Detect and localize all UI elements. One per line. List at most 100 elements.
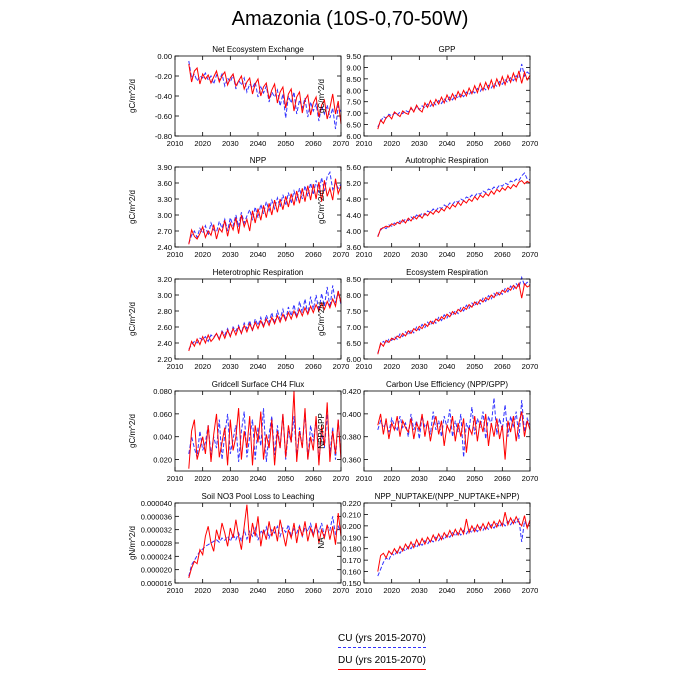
legend-label-cu: CU (yrs 2015-2070) <box>338 633 426 644</box>
y-tick-label: 0.00 <box>157 52 172 61</box>
x-tick-label: 2070 <box>522 362 539 371</box>
chart-panel-8: Carbon Use Efficiency (NPP/GPP) NPP/GPP 0.… <box>317 380 538 483</box>
series-line-cu <box>188 516 342 577</box>
y-axis-label: gC/m^2/d <box>317 79 326 113</box>
chart-title: Soil NO3 Pool Loss to Leaching <box>202 492 315 501</box>
y-tick-label: 2.40 <box>157 339 172 348</box>
x-tick-label: 2050 <box>466 362 483 371</box>
y-axis-label: gN/m^2/d <box>128 526 137 560</box>
y-tick-label: 2.70 <box>157 227 172 236</box>
y-tick-label: 0.020 <box>153 456 172 465</box>
y-axis-label: NA <box>317 537 326 549</box>
chart-panel-6: Ecosystem Respiration gC/m^2/d 8.50 8.00 7.5… <box>317 268 538 371</box>
x-tick-label: 2050 <box>466 139 483 148</box>
y-axis-label: gC/m^2/d <box>128 302 137 336</box>
x-tick-label: 2040 <box>250 250 267 259</box>
x-tick-label: 2050 <box>277 474 294 483</box>
x-tick-label: 2020 <box>194 362 211 371</box>
x-tick-label: 2050 <box>277 362 294 371</box>
x-tick-label: 2010 <box>356 362 373 371</box>
legend-item-du: DU (yrs 2015-2070) <box>338 655 448 677</box>
chart-title: GPP <box>439 45 456 54</box>
y-tick-label: 8.50 <box>346 275 361 284</box>
y-tick-label: 5.60 <box>346 163 361 172</box>
y-tick-label: -0.60 <box>155 112 172 121</box>
x-tick-label: 2010 <box>356 586 373 595</box>
y-tick-label: 0.180 <box>342 545 361 554</box>
x-tick-label: 2020 <box>194 250 211 259</box>
x-tick-label: 2020 <box>383 474 400 483</box>
y-tick-label: -0.40 <box>155 92 172 101</box>
y-tick-label: 0.000016 <box>141 579 172 588</box>
chart-panel-9: Soil NO3 Pool Loss to Leaching gN/m^2/d 0.… <box>128 492 349 595</box>
y-tick-label: 6.00 <box>346 355 361 364</box>
x-tick-label: 2020 <box>383 139 400 148</box>
plot-frame <box>174 55 342 137</box>
x-tick-label: 2060 <box>305 362 322 371</box>
y-tick-label: 8.00 <box>346 291 361 300</box>
chart-title: NPP_NUPTAKE/(NPP_NUPTAKE+NPP) <box>375 492 520 501</box>
y-tick-label: 0.040 <box>153 433 172 442</box>
y-tick-label: 0.000040 <box>141 499 172 508</box>
y-tick-label: 7.00 <box>346 109 361 118</box>
y-tick-label: 0.380 <box>342 433 361 442</box>
legend-line-cu <box>338 647 426 648</box>
y-tick-label: 0.000036 <box>141 512 172 521</box>
y-tick-label: 7.50 <box>346 307 361 316</box>
y-tick-label: 6.50 <box>346 121 361 130</box>
x-tick-label: 2060 <box>494 362 511 371</box>
chart-title: Gridcell Surface CH4 Flux <box>212 380 304 389</box>
legend-label-du: DU (yrs 2015-2070) <box>338 655 426 666</box>
x-tick-label: 2020 <box>194 586 211 595</box>
x-tick-label: 2070 <box>333 586 350 595</box>
x-tick-label: 2010 <box>167 139 184 148</box>
y-tick-label: 3.00 <box>157 291 172 300</box>
y-tick-label: 2.20 <box>157 355 172 364</box>
chart-title: Carbon Use Efficiency (NPP/GPP) <box>386 380 508 389</box>
y-tick-label: 0.150 <box>342 579 361 588</box>
x-tick-label: 2050 <box>277 586 294 595</box>
x-tick-label: 2030 <box>411 586 428 595</box>
x-tick-label: 2020 <box>194 139 211 148</box>
x-tick-label: 2040 <box>439 250 456 259</box>
y-tick-label: 0.220 <box>342 499 361 508</box>
x-tick-label: 2020 <box>383 362 400 371</box>
series-line-du <box>377 282 531 355</box>
x-tick-label: 2060 <box>494 474 511 483</box>
x-tick-label: 2020 <box>383 250 400 259</box>
y-axis-label: gC/m^2/d <box>317 302 326 336</box>
plot-frame <box>174 502 342 584</box>
x-tick-label: 2010 <box>167 250 184 259</box>
y-tick-label: 0.170 <box>342 556 361 565</box>
y-tick-label: 0.400 <box>342 410 361 419</box>
x-tick-label: 2070 <box>522 250 539 259</box>
chart-title: NPP <box>250 156 266 165</box>
x-tick-label: 2060 <box>494 139 511 148</box>
chart-title: Net Ecosystem Exchange <box>212 45 304 54</box>
y-tick-label: 0.000020 <box>141 566 172 575</box>
y-axis-label: gC/m^2/d <box>128 190 137 224</box>
y-tick-label: 0.060 <box>153 410 172 419</box>
y-tick-label: 7.50 <box>346 98 361 107</box>
x-tick-label: 2010 <box>356 474 373 483</box>
y-tick-label: 3.00 <box>157 211 172 220</box>
x-tick-label: 2040 <box>250 362 267 371</box>
x-tick-label: 2070 <box>522 474 539 483</box>
x-tick-label: 2040 <box>439 362 456 371</box>
y-tick-label: 0.190 <box>342 533 361 542</box>
y-tick-label: 0.360 <box>342 456 361 465</box>
y-tick-label: 4.40 <box>346 211 361 220</box>
series-line-du <box>188 178 342 245</box>
x-tick-label: 2010 <box>167 474 184 483</box>
x-tick-label: 2010 <box>167 586 184 595</box>
y-axis-label: NPP/GPP <box>317 413 326 449</box>
chart-panel-5: Heterotrophic Respiration gC/m^2/d 3.20 3.0… <box>128 268 349 371</box>
y-tick-label: 5.20 <box>346 179 361 188</box>
plot-frame <box>363 166 531 248</box>
x-tick-label: 2030 <box>222 474 239 483</box>
y-tick-label: 0.200 <box>342 522 361 531</box>
series-line-du <box>377 179 531 238</box>
x-tick-label: 2040 <box>250 139 267 148</box>
x-tick-label: 2040 <box>439 139 456 148</box>
chart-panel-10: NPP_NUPTAKE/(NPP_NUPTAKE+NPP) NA 0.220 0.21… <box>317 492 538 595</box>
